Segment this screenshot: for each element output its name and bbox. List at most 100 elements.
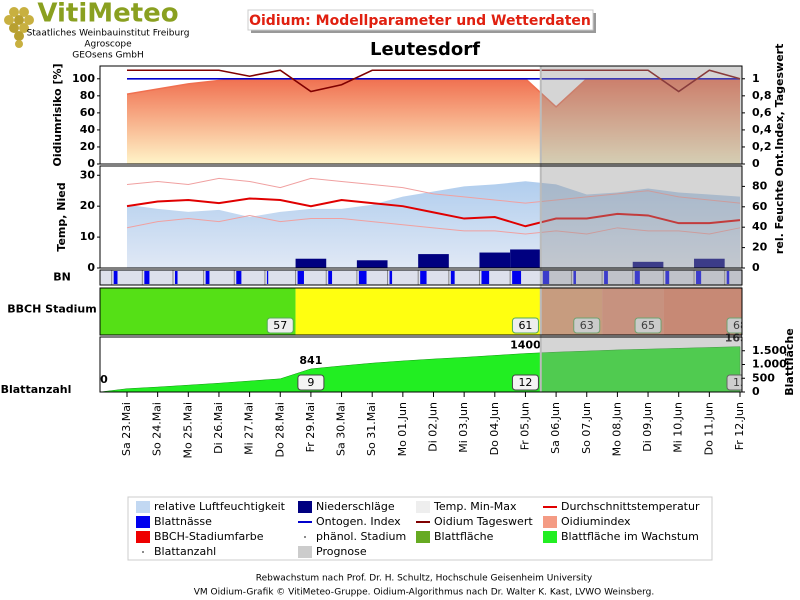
wetness-bar	[542, 271, 550, 284]
stage-box	[573, 317, 601, 334]
leaf-count: 12	[511, 374, 539, 391]
wetness-bar	[450, 271, 455, 284]
panel-frame	[99, 65, 743, 165]
x-tick-label: Di 02.Jun	[427, 402, 440, 452]
area-label-group: 841	[299, 354, 322, 367]
wetness-bar	[297, 271, 304, 284]
footer: Rebwachstum nach Prof. Dr. H. Schultz, H…	[256, 574, 593, 584]
legend-label: Blattanzahl	[154, 545, 216, 558]
axis-label: Blattanzahl	[1, 383, 72, 396]
area-label: 841	[299, 354, 322, 367]
stage-band	[295, 288, 541, 335]
leaf-area	[99, 346, 741, 393]
tick-label: 0,6	[752, 106, 772, 119]
wetness-bar	[174, 271, 178, 284]
legend-swatch	[136, 531, 150, 543]
wetness-bar	[634, 271, 640, 284]
wetness-bar	[420, 271, 427, 284]
x-tick-label: Mi 10.Jun	[672, 402, 685, 453]
axis-label: Oidiumrisiko [%]	[51, 63, 64, 166]
wetness-bar	[726, 271, 730, 284]
stage-label: 61	[511, 317, 539, 334]
x-tick-label: Di 09.Jun	[641, 402, 654, 452]
tick-label: 20	[80, 140, 96, 153]
panel-frame	[99, 165, 743, 269]
panel-label: BBCH Stadium	[7, 303, 96, 316]
rain-bar	[295, 258, 327, 268]
tick-label: 40	[752, 220, 768, 233]
legend-swatch	[543, 516, 557, 528]
tick-label: 100	[72, 72, 95, 85]
prognose-overlay	[540, 66, 742, 392]
legend-label: relative Luftfeuchtigkeit	[154, 500, 286, 513]
x-tick-label: Sa 23.Mai	[120, 402, 133, 456]
stage-value: 63	[580, 319, 594, 332]
wetness-bar	[144, 271, 150, 284]
org: Agroscope	[84, 40, 132, 50]
legend-label: Blattfläche	[434, 530, 494, 543]
title-box	[247, 9, 594, 31]
tick-label: 40	[80, 123, 96, 136]
area-label: 1400	[510, 339, 541, 352]
leaf-count-value: 9	[307, 376, 314, 389]
rain-bar	[510, 249, 541, 268]
tick-label: 60	[80, 106, 96, 119]
axis-label: Temp, Nied	[55, 182, 68, 251]
x-tick-label: Do 04.Jun	[488, 402, 501, 455]
legend-label: Ontogen. Index	[316, 515, 401, 528]
tick-label: 30	[80, 168, 96, 181]
logo-text: VitiMeteo	[37, 0, 178, 29]
tick-label: 10	[80, 230, 96, 243]
legend-label: Durchschnittstemperatur	[561, 500, 700, 513]
footer: VM Oidium-Grafik © VitiMeteo-Gruppe. Oid…	[194, 588, 654, 598]
legend-swatch	[136, 516, 150, 528]
legend-swatch	[142, 551, 144, 553]
tick-label: 20	[752, 241, 768, 254]
tick-label: 1.000	[752, 358, 787, 371]
temp-line	[126, 214, 741, 235]
stage-value: 57	[273, 319, 287, 332]
tick-label: 20	[80, 199, 96, 212]
rain-bar	[479, 252, 511, 268]
tick-label: 1.500	[752, 344, 787, 357]
axis-label: Blattfläche	[783, 328, 796, 395]
panel-label: BN	[53, 271, 71, 284]
x-tick-label: Di 26.Mai	[212, 402, 225, 454]
wetness-bar	[696, 271, 702, 284]
wetness-bar	[573, 271, 576, 284]
wetness-bar	[389, 271, 393, 284]
location: Leutesdorf	[370, 39, 480, 60]
legend-label: Niederschläge	[316, 500, 395, 513]
tick-label: 0,8	[752, 89, 772, 102]
leaf-count: 9	[297, 374, 325, 391]
legend-swatch	[298, 546, 312, 558]
legend-label: Oidium Tageswert	[434, 515, 533, 528]
x-tick-label: Mi 27.Mai	[243, 402, 256, 455]
stage-box	[726, 317, 742, 334]
rain-bar	[418, 254, 449, 268]
legend-swatch	[416, 531, 430, 543]
legend-label: Temp. Min-Max	[433, 500, 517, 513]
stage-box	[511, 317, 539, 334]
stage-value: 61	[518, 319, 532, 332]
x-tick-label: Mi 03.Jun	[457, 402, 470, 453]
wetness-bar	[665, 271, 670, 284]
legend-swatch	[298, 501, 312, 513]
oidiumindex-area	[127, 78, 740, 164]
wetness-bar	[358, 271, 367, 284]
org: Staatliches Weinbauinstitut Freiburg	[27, 29, 190, 39]
x-tick-label: Mo 08.Jun	[610, 402, 623, 456]
stage-value: 65	[641, 319, 655, 332]
axis-label: rel. Feuchte	[773, 180, 786, 254]
temp-line	[126, 197, 741, 228]
x-tick-label: Sa 30.Mai	[335, 402, 348, 456]
leaf-box	[511, 374, 539, 391]
wetness-bar	[328, 271, 333, 284]
legend-label: BBCH-Stadiumfarbe	[154, 530, 264, 543]
wetness-bar	[236, 271, 242, 284]
stage-value: 68	[733, 319, 747, 332]
title: Oidium: Modellparameter und Wetterdaten	[249, 13, 591, 29]
area-label-group: 1400	[510, 339, 541, 352]
x-tick-label: Fr 12.Jun	[733, 402, 746, 450]
leaf-box	[726, 374, 742, 391]
